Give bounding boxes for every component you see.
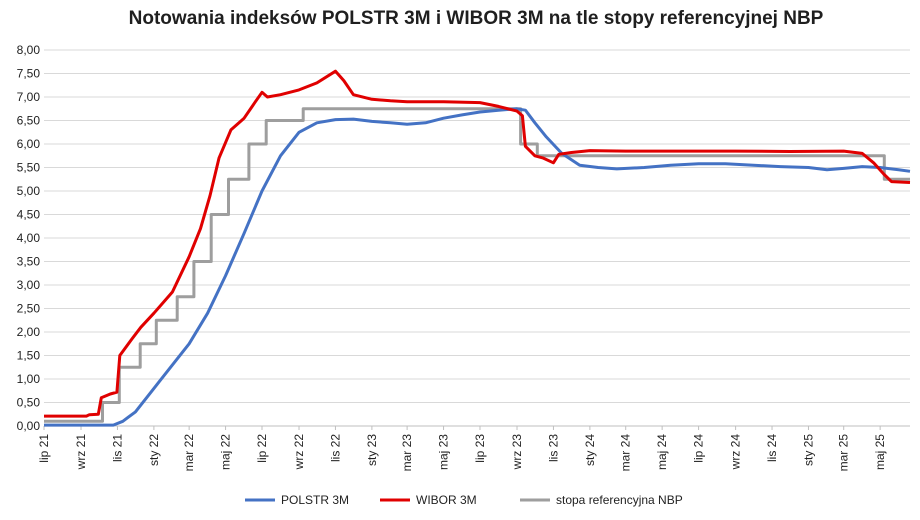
x-tick-label: wrz 23 bbox=[510, 434, 524, 471]
x-tick-label: sty 24 bbox=[583, 434, 597, 466]
y-tick-label: 7,00 bbox=[17, 90, 41, 104]
y-tick-label: 4,50 bbox=[17, 208, 41, 222]
x-tick-label: wrz 21 bbox=[74, 434, 88, 471]
x-tick-label: lis 24 bbox=[765, 434, 779, 462]
x-tick-label: lip 22 bbox=[255, 434, 269, 463]
x-tick-label: maj 25 bbox=[873, 434, 887, 470]
y-tick-label: 6,00 bbox=[17, 137, 41, 151]
y-tick-label: 8,00 bbox=[17, 43, 41, 57]
x-tick-label: sty 23 bbox=[365, 434, 379, 466]
grid bbox=[44, 49, 910, 427]
legend-label: WIBOR 3M bbox=[416, 493, 477, 507]
y-tick-label: 2,00 bbox=[17, 325, 41, 339]
series-line-stopa-referencyjna-nbp bbox=[44, 107, 910, 423]
y-tick-label: 4,00 bbox=[17, 231, 41, 245]
y-tick-label: 3,00 bbox=[17, 278, 41, 292]
y-tick-label: 5,00 bbox=[17, 184, 41, 198]
x-tick-label: lis 22 bbox=[328, 434, 342, 462]
y-tick-label: 0,00 bbox=[17, 419, 41, 433]
x-axis-ticks: lip 21 wrz 21 lis 21 sty 22 mar 22 maj 22 lip … bbox=[37, 426, 887, 471]
x-tick-label: wrz 24 bbox=[729, 434, 743, 471]
y-tick-label: 2,50 bbox=[17, 302, 41, 316]
x-tick-label: wrz 22 bbox=[292, 434, 306, 471]
x-tick-label: lis 21 bbox=[110, 434, 124, 462]
y-tick-label: 1,50 bbox=[17, 349, 41, 363]
x-tick-label: sty 25 bbox=[801, 434, 815, 466]
legend-label: stopa referencyjna NBP bbox=[556, 493, 683, 507]
x-tick-label: mar 23 bbox=[400, 434, 414, 472]
x-tick-label: maj 22 bbox=[219, 434, 233, 470]
series-line-polstr-3m bbox=[44, 107, 911, 427]
x-tick-label: lis 23 bbox=[546, 434, 560, 462]
y-tick-label: 6,50 bbox=[17, 114, 41, 128]
x-tick-label: lip 24 bbox=[692, 434, 706, 463]
legend-label: POLSTR 3M bbox=[281, 493, 349, 507]
y-tick-label: 7,50 bbox=[17, 67, 41, 81]
x-tick-label: lip 23 bbox=[473, 434, 487, 463]
x-tick-label: mar 24 bbox=[619, 434, 633, 472]
x-tick-label: sty 22 bbox=[147, 434, 161, 466]
x-tick-label: maj 24 bbox=[655, 434, 669, 470]
x-tick-label: lip 21 bbox=[37, 434, 51, 463]
y-tick-label: 1,00 bbox=[17, 372, 41, 386]
series-line-wibor-3m bbox=[44, 69, 911, 418]
y-axis-ticks: 0,00 0,50 1,00 1,50 2,00 2,50 3,00 3,50 4,00 4,50… bbox=[17, 43, 41, 433]
x-tick-label: maj 23 bbox=[437, 434, 451, 470]
x-tick-label: mar 25 bbox=[837, 434, 851, 472]
x-tick-label: mar 22 bbox=[182, 434, 196, 472]
series-lines bbox=[44, 69, 911, 427]
y-tick-label: 0,50 bbox=[17, 396, 41, 410]
y-tick-label: 3,50 bbox=[17, 255, 41, 269]
y-tick-label: 5,50 bbox=[17, 161, 41, 175]
chart-title: Notowania indeksów POLSTR 3M i WIBOR 3M … bbox=[129, 8, 824, 29]
legend: POLSTR 3M WIBOR 3M stopa referencyjna NBP bbox=[245, 493, 683, 507]
